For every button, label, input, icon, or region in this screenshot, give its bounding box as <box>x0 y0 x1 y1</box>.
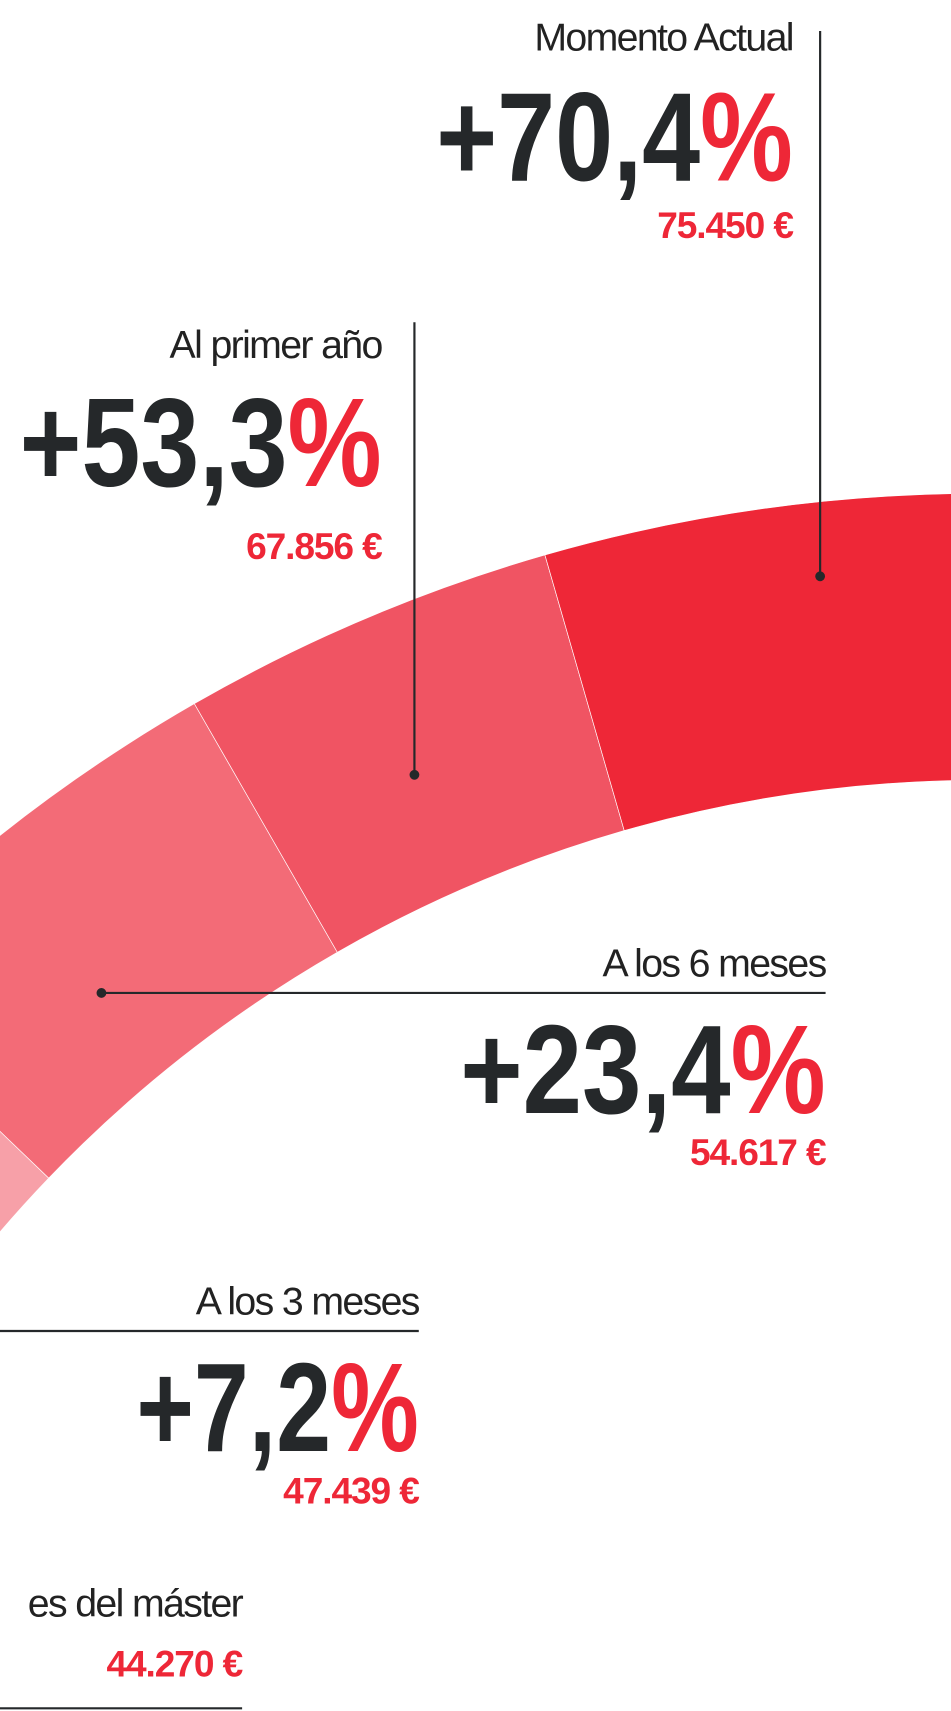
milestone-change: +23,4% <box>460 998 825 1140</box>
change-value: +53,3 <box>20 371 288 513</box>
change-unit: % <box>331 1336 419 1478</box>
milestone-label: A los 6 meses <box>603 942 827 986</box>
arc <box>0 493 951 1233</box>
connectors <box>0 31 826 1710</box>
milestone-amount: 75.450 € <box>657 204 793 246</box>
change-unit: % <box>700 65 793 207</box>
connector-dot <box>409 769 420 780</box>
connector-dot <box>815 571 826 582</box>
milestone-amount: 44.270 € <box>107 1643 243 1685</box>
arc-segment <box>544 493 951 832</box>
milestone-amount: 47.439 € <box>283 1469 419 1511</box>
milestone-label: A los 3 meses <box>196 1280 420 1324</box>
milestone-change: +7,2% <box>136 1336 418 1478</box>
milestone-change: +53,3% <box>20 371 382 513</box>
milestone-label: Momento Actual <box>534 16 793 60</box>
arc-segment <box>0 1130 50 1233</box>
milestone-label: es del máster <box>28 1582 244 1626</box>
change-value: +7,2 <box>136 1336 331 1478</box>
change-unit: % <box>731 998 826 1140</box>
connector-dot <box>96 988 107 998</box>
change-value: +23,4 <box>460 998 730 1140</box>
milestone-change: +70,4% <box>436 65 793 207</box>
milestone-label: Al primer año <box>170 323 383 367</box>
change-value: +70,4 <box>436 65 700 207</box>
milestone-amount: 67.856 € <box>246 525 382 567</box>
change-unit: % <box>288 371 382 513</box>
milestone-amount: 54.617 € <box>690 1131 826 1173</box>
